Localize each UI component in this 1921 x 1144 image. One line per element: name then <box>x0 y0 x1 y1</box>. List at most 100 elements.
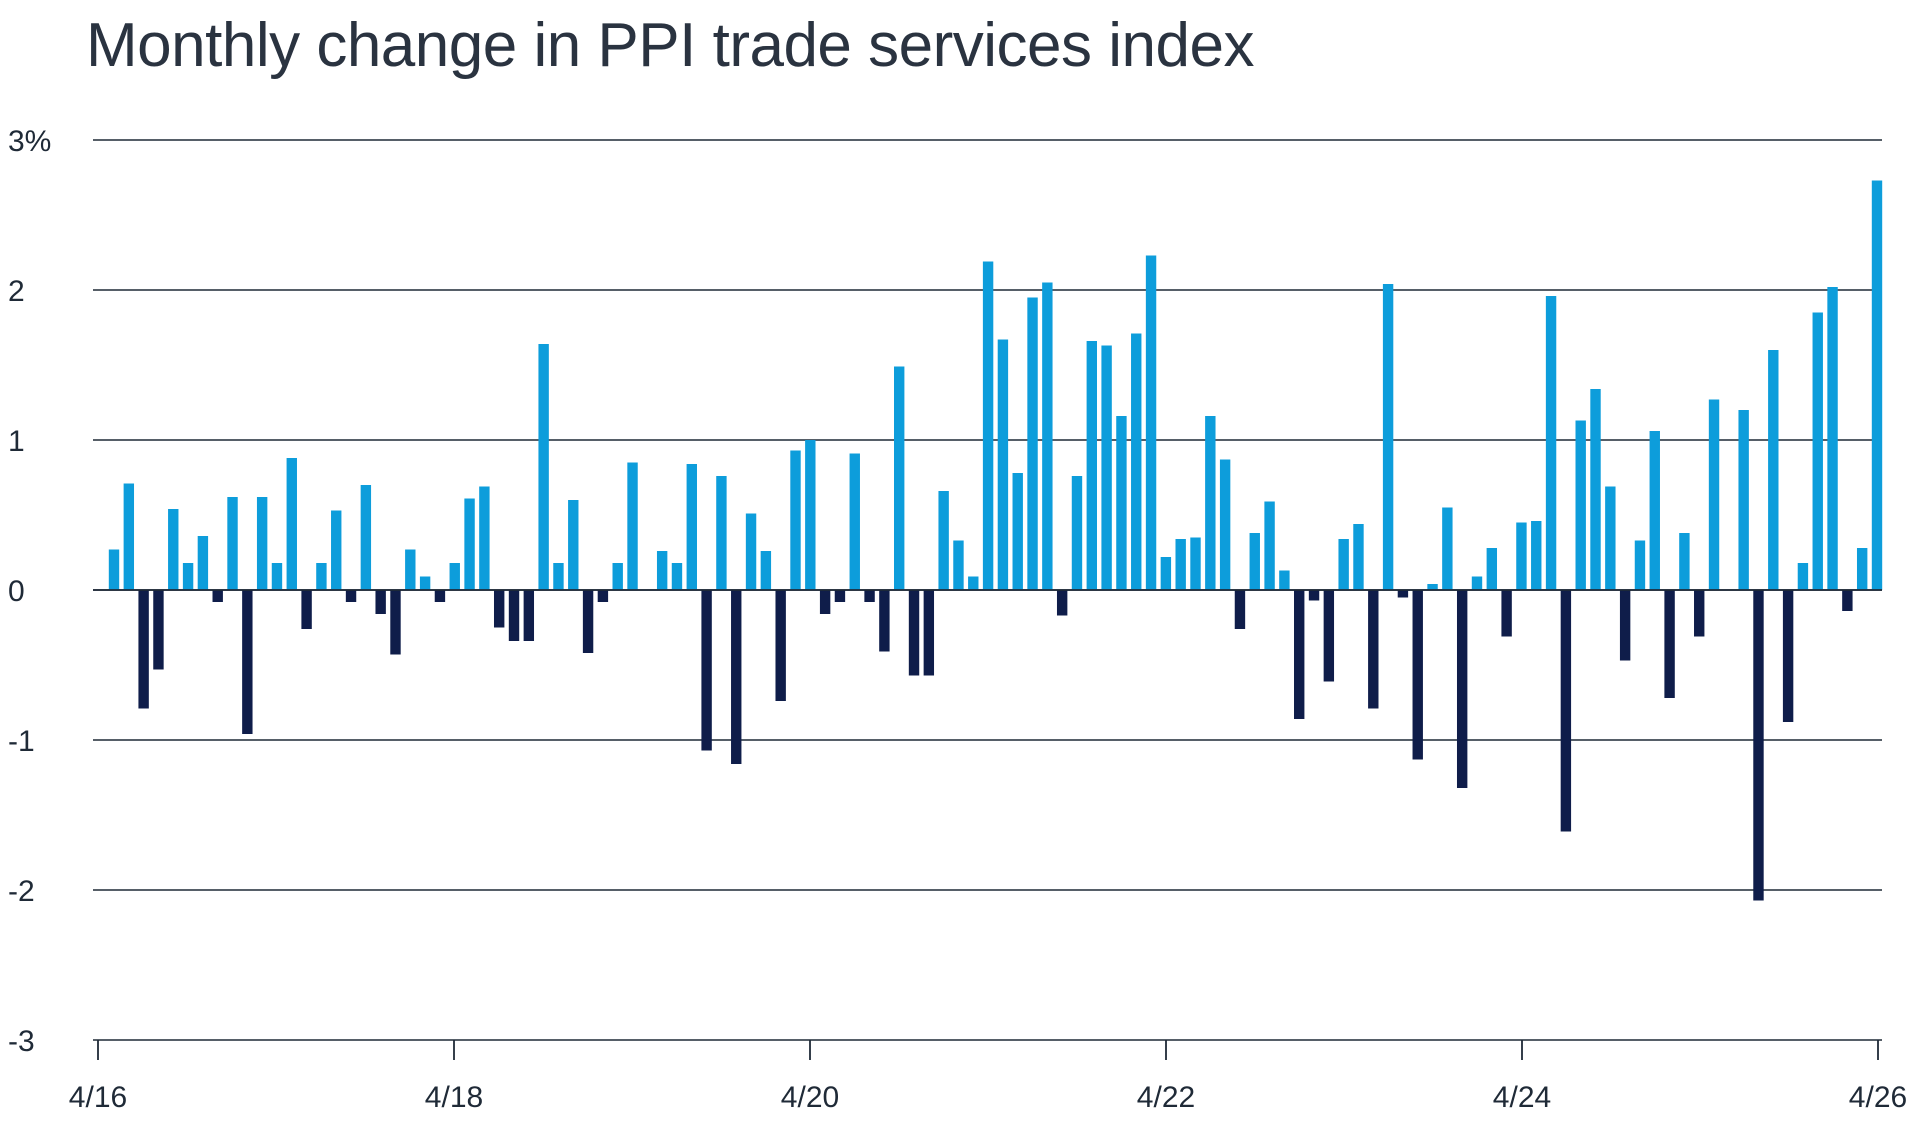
bar <box>1590 389 1601 590</box>
bar <box>1768 350 1779 590</box>
bar <box>1071 476 1083 590</box>
bar <box>493 590 505 628</box>
bar <box>731 590 742 764</box>
bar <box>168 509 179 590</box>
bar <box>656 551 668 590</box>
bars <box>108 180 1883 901</box>
y-tick-label: 3% <box>8 125 51 158</box>
y-tick-label: 1 <box>8 425 25 458</box>
bar <box>108 549 120 590</box>
bar <box>1027 297 1038 590</box>
chart-title: Monthly change in PPI trade services ind… <box>86 11 1254 80</box>
x-axis-labels: 4/16 4/18 4/20 4/22 4/24 4/26 <box>69 1081 1907 1114</box>
bar <box>1634 540 1646 590</box>
bar <box>1160 557 1172 590</box>
bar <box>1012 473 1023 590</box>
bar <box>1738 410 1749 590</box>
bar <box>479 486 490 590</box>
bar <box>1575 420 1586 590</box>
x-axis <box>93 589 1882 1060</box>
bar <box>716 476 727 590</box>
bar <box>1856 548 1868 590</box>
bar <box>271 563 283 590</box>
bar <box>1234 590 1246 629</box>
bar <box>1842 590 1853 611</box>
bar <box>671 563 683 590</box>
bar <box>182 563 194 590</box>
bar <box>819 590 831 614</box>
bar <box>790 450 801 590</box>
bar <box>701 590 712 751</box>
bar <box>1545 296 1557 590</box>
bar <box>1782 590 1794 722</box>
bar <box>523 590 535 641</box>
bar <box>879 590 890 652</box>
bar <box>1175 539 1186 590</box>
bar <box>1338 539 1349 590</box>
bar <box>256 497 268 590</box>
bar <box>1042 282 1053 590</box>
bar <box>1605 486 1616 590</box>
bar <box>1397 590 1409 598</box>
bar <box>1279 570 1290 590</box>
bar <box>1649 431 1660 590</box>
bar <box>1694 590 1705 637</box>
bar <box>449 563 460 590</box>
bar <box>464 498 475 590</box>
bar <box>345 590 357 602</box>
bar <box>686 464 697 590</box>
bar <box>197 536 209 590</box>
x-tick-label: 4/20 <box>781 1081 839 1114</box>
bar <box>1412 590 1423 760</box>
bar <box>360 485 372 590</box>
bar <box>286 458 297 590</box>
bar <box>1456 590 1468 788</box>
bar <box>1086 341 1097 590</box>
bar <box>1101 345 1112 590</box>
bar <box>434 590 446 602</box>
bar <box>553 563 564 590</box>
bar <box>1190 537 1201 590</box>
bar <box>1056 590 1068 616</box>
y-axis-labels: 3% 2 1 0 -1 -2 -3 <box>8 125 51 1058</box>
bar <box>1619 590 1631 661</box>
bar <box>316 563 327 590</box>
bar <box>390 590 401 655</box>
bar <box>419 576 431 590</box>
bar <box>1753 590 1764 901</box>
y-tick-label: -2 <box>8 875 35 908</box>
y-tick-label: -3 <box>8 1025 35 1058</box>
bar <box>627 462 638 590</box>
x-tick-label: 4/24 <box>1493 1081 1551 1114</box>
bar <box>849 453 860 590</box>
bar <box>1116 416 1127 590</box>
bar <box>375 590 386 614</box>
bar <box>1812 312 1823 590</box>
bar <box>1531 521 1542 590</box>
bar <box>1797 563 1809 590</box>
bar <box>227 497 238 590</box>
bar <box>331 510 342 590</box>
bar <box>1145 255 1157 590</box>
bar <box>1471 576 1483 590</box>
bar <box>894 366 905 590</box>
bar <box>138 590 149 709</box>
bar <box>834 590 846 602</box>
bar <box>1442 507 1453 590</box>
bar <box>242 590 253 734</box>
bar <box>1427 584 1438 590</box>
bar <box>760 551 772 590</box>
bar <box>1708 399 1720 590</box>
x-tick-label: 4/18 <box>425 1081 483 1114</box>
bar <box>1664 590 1675 698</box>
x-tick-label: 4/22 <box>1137 1081 1195 1114</box>
y-tick-label: -1 <box>8 725 35 758</box>
bar <box>597 590 609 602</box>
bar <box>1382 284 1394 590</box>
bar <box>864 590 875 602</box>
y-tick-label: 0 <box>8 575 25 608</box>
bar <box>405 549 416 590</box>
bar <box>1560 590 1572 832</box>
bar <box>805 440 816 590</box>
